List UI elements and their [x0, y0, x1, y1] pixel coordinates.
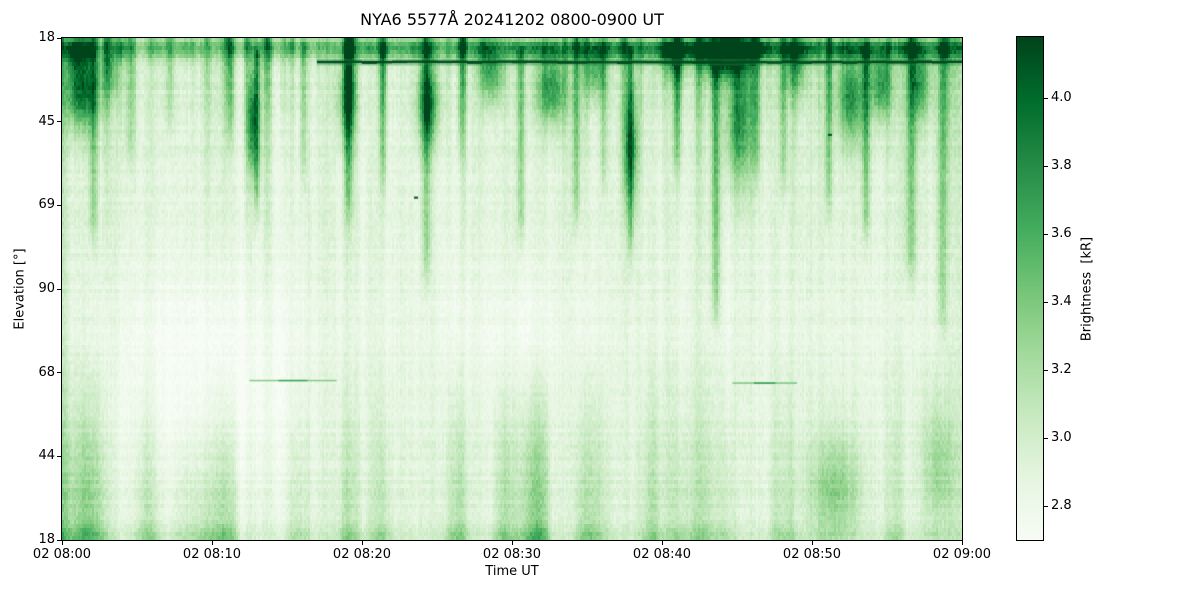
- y-tick-label: 44: [38, 448, 55, 464]
- colorbar-tick-label: 2.8: [1051, 498, 1072, 513]
- x-tick-mark: [961, 541, 963, 545]
- colorbar-tick-label: 3.6: [1051, 226, 1072, 242]
- colorbar-tick-label: 3.4: [1051, 294, 1072, 310]
- x-tick-label: 02 08:20: [332, 547, 392, 562]
- x-tick-label: 02 08:00: [32, 547, 92, 562]
- x-tick-label: 02 08:10: [182, 547, 242, 562]
- x-tick-mark: [61, 541, 63, 545]
- colorbar-tick-label: 3.0: [1051, 430, 1072, 446]
- y-tick-mark: [57, 372, 61, 374]
- chart-title: NYA6 5577Å 20241202 0800-0900 UT: [360, 10, 664, 29]
- x-axis-label: Time UT: [485, 564, 539, 579]
- y-tick-label: 68: [38, 364, 55, 380]
- colorbar-tick-mark: [1044, 233, 1048, 235]
- y-tick-label: 45: [38, 113, 55, 129]
- colorbar-tick-mark: [1044, 505, 1048, 507]
- x-tick-mark: [361, 541, 363, 545]
- y-tick-mark: [57, 121, 61, 123]
- colorbar-tick-label: 3.2: [1051, 362, 1072, 378]
- x-tick-mark: [811, 541, 813, 545]
- y-tick-mark: [57, 539, 61, 541]
- x-tick-mark: [211, 541, 213, 545]
- y-tick-label: 18: [38, 532, 55, 547]
- colorbar-tick-mark: [1044, 437, 1048, 439]
- y-tick-mark: [57, 288, 61, 290]
- plot-area: [61, 37, 963, 541]
- y-tick-label: 69: [38, 197, 55, 213]
- x-tick-label: 02 09:00: [932, 547, 992, 562]
- heatmap-overlay-canvas: [62, 38, 962, 540]
- colorbar-tick-mark: [1044, 97, 1048, 99]
- y-tick-mark: [57, 455, 61, 457]
- colorbar-tick-mark: [1044, 165, 1048, 167]
- x-tick-mark: [661, 541, 663, 545]
- colorbar-tick-mark: [1044, 301, 1048, 303]
- y-tick-label: 90: [38, 281, 55, 296]
- colorbar: [1016, 36, 1044, 541]
- x-tick-label: 02 08:40: [632, 547, 692, 562]
- colorbar-label: Brightness [kR]: [1079, 236, 1095, 342]
- x-tick-mark: [511, 541, 513, 545]
- x-tick-label: 02 08:30: [482, 547, 542, 562]
- x-tick-label: 02 08:50: [782, 547, 842, 562]
- y-tick-mark: [57, 204, 61, 206]
- colorbar-tick-label: 3.8: [1051, 158, 1072, 174]
- colorbar-tick-mark: [1044, 369, 1048, 371]
- y-tick-label: 18: [38, 30, 55, 45]
- colorbar-canvas: [1017, 37, 1043, 540]
- colorbar-tick-label: 4.0: [1051, 90, 1072, 106]
- y-tick-mark: [57, 37, 61, 39]
